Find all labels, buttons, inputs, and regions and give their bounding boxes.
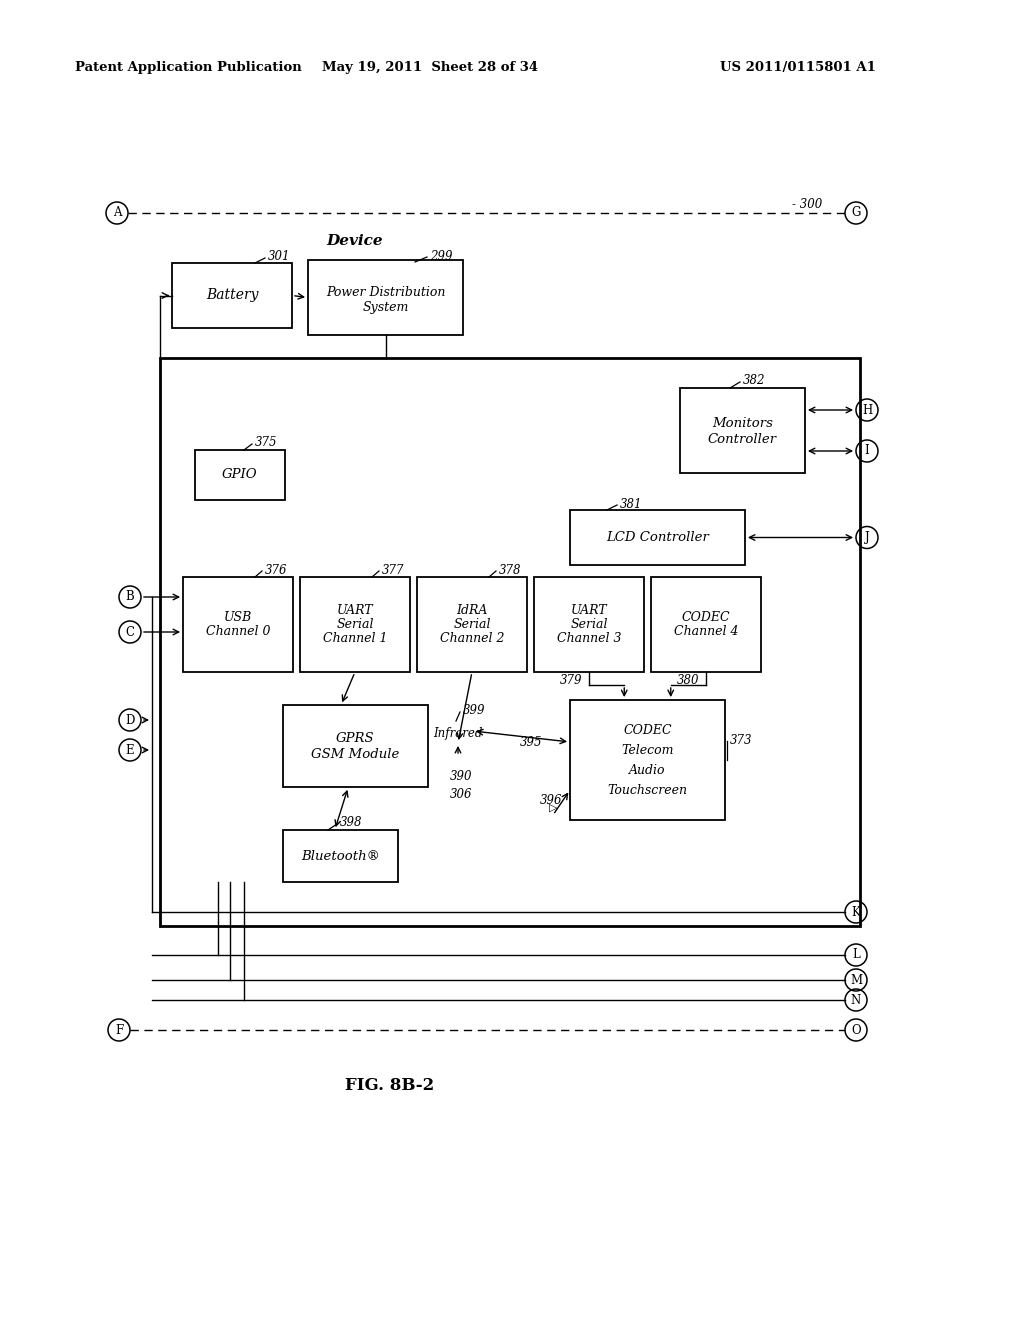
Text: CODEC: CODEC xyxy=(624,723,672,737)
Bar xyxy=(183,577,293,672)
Text: E: E xyxy=(126,743,134,756)
Bar xyxy=(680,388,805,473)
Text: Battery: Battery xyxy=(206,289,258,302)
Text: A: A xyxy=(113,206,121,219)
Text: 396: 396 xyxy=(540,793,562,807)
Text: Channel 2: Channel 2 xyxy=(439,632,504,645)
Text: F: F xyxy=(115,1023,123,1036)
Bar xyxy=(300,577,410,672)
Text: 379: 379 xyxy=(560,673,583,686)
Text: Channel 4: Channel 4 xyxy=(674,624,738,638)
Bar xyxy=(534,577,644,672)
Text: USB: USB xyxy=(224,611,252,624)
Text: GPRS: GPRS xyxy=(336,731,375,744)
Text: Serial: Serial xyxy=(336,618,374,631)
Text: LCD Controller: LCD Controller xyxy=(606,531,709,544)
Text: Power Distribution: Power Distribution xyxy=(326,286,445,300)
Text: Telecom: Telecom xyxy=(622,743,674,756)
Text: 399: 399 xyxy=(463,705,485,718)
Bar xyxy=(160,358,860,927)
Text: GPIO: GPIO xyxy=(222,469,258,482)
Text: M: M xyxy=(850,974,862,986)
Text: Touchscreen: Touchscreen xyxy=(607,784,687,796)
Text: Serial: Serial xyxy=(570,618,608,631)
Bar xyxy=(172,263,292,327)
Text: Patent Application Publication: Patent Application Publication xyxy=(75,62,302,74)
Text: 381: 381 xyxy=(620,498,642,511)
Bar xyxy=(195,450,285,500)
Text: Controller: Controller xyxy=(708,433,777,446)
Text: C: C xyxy=(126,626,134,639)
Text: J: J xyxy=(864,531,869,544)
Text: 306: 306 xyxy=(450,788,472,800)
Text: - 300: - 300 xyxy=(792,198,822,211)
Bar xyxy=(283,830,398,882)
Text: UART: UART xyxy=(337,605,374,616)
Bar xyxy=(308,260,463,335)
Text: GSM Module: GSM Module xyxy=(311,747,399,760)
Text: O: O xyxy=(851,1023,861,1036)
Text: May 19, 2011  Sheet 28 of 34: May 19, 2011 Sheet 28 of 34 xyxy=(322,62,538,74)
Text: 299: 299 xyxy=(430,249,453,263)
Text: B: B xyxy=(126,590,134,603)
Text: Channel 1: Channel 1 xyxy=(323,632,387,645)
Bar xyxy=(570,510,745,565)
Text: Device: Device xyxy=(327,234,383,248)
Text: Channel 0: Channel 0 xyxy=(206,624,270,638)
Text: G: G xyxy=(851,206,861,219)
Text: H: H xyxy=(862,404,872,417)
Text: L: L xyxy=(852,949,860,961)
Text: ▷: ▷ xyxy=(549,803,557,813)
Text: 377: 377 xyxy=(382,564,404,577)
Text: 380: 380 xyxy=(677,673,699,686)
Text: Monitors: Monitors xyxy=(712,417,773,430)
Text: D: D xyxy=(125,714,135,726)
Text: 390: 390 xyxy=(450,770,472,783)
Text: Audio: Audio xyxy=(630,763,666,776)
Text: K: K xyxy=(852,906,860,919)
Text: Bluetooth®: Bluetooth® xyxy=(301,850,380,862)
Text: I: I xyxy=(864,445,869,458)
Text: IdRA: IdRA xyxy=(457,605,487,616)
Bar xyxy=(417,577,527,672)
Text: Serial: Serial xyxy=(454,618,490,631)
Text: Infrared: Infrared xyxy=(433,726,482,739)
Text: 398: 398 xyxy=(340,817,362,829)
Text: 395: 395 xyxy=(520,737,543,750)
Text: US 2011/0115801 A1: US 2011/0115801 A1 xyxy=(720,62,876,74)
Bar xyxy=(651,577,761,672)
Text: System: System xyxy=(362,301,409,314)
Text: N: N xyxy=(851,994,861,1006)
Text: 378: 378 xyxy=(499,564,521,577)
Text: FIG. 8B-2: FIG. 8B-2 xyxy=(345,1077,434,1093)
Text: UART: UART xyxy=(570,605,607,616)
Text: Channel 3: Channel 3 xyxy=(557,632,622,645)
Text: CODEC: CODEC xyxy=(682,611,730,624)
Bar xyxy=(570,700,725,820)
Text: 301: 301 xyxy=(268,251,291,264)
Text: 375: 375 xyxy=(255,437,278,450)
Text: 373: 373 xyxy=(730,734,753,747)
Bar xyxy=(283,705,428,787)
Text: 376: 376 xyxy=(265,564,288,577)
Text: 382: 382 xyxy=(743,375,766,388)
